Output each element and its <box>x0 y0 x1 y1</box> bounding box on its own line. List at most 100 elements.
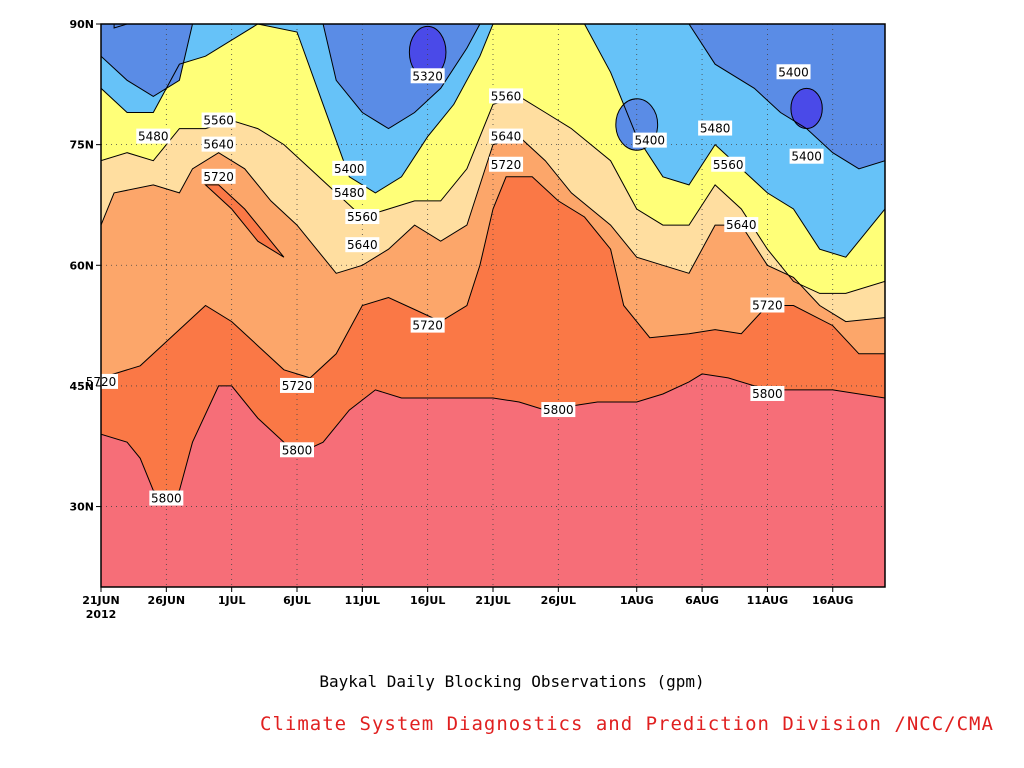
x-tick-label-2: 1JUL <box>218 594 246 607</box>
y-tick-label-3: 75N <box>69 139 94 152</box>
contour-label-text-19: 5480 <box>700 122 731 136</box>
contour-label-text-21: 5640 <box>726 218 757 232</box>
contour-label-text-9: 5800 <box>151 492 182 506</box>
y-axis: 30N 45N 60N 75N 90N <box>69 18 101 514</box>
contour-label-22: 5720 <box>750 297 785 313</box>
x-tick-label-4: 11JUL <box>345 594 380 607</box>
contour-label-1: 5400 <box>332 160 367 176</box>
chart-title: Baykal Daily Blocking Observations (gpm) <box>319 672 705 691</box>
contour-label-text-5: 5720 <box>412 319 443 333</box>
contour-line-5320-8 <box>113 24 128 29</box>
contour-label-text-17: 5800 <box>543 403 574 417</box>
contour-label-text-4: 5640 <box>347 238 378 252</box>
contour-label-bg-19 <box>698 120 733 136</box>
contour-label-8: 5800 <box>280 442 314 458</box>
contour-label-bg-16 <box>489 156 524 172</box>
contour-label-bg-15 <box>489 128 524 144</box>
contour-label-text-11: 5560 <box>203 114 234 128</box>
contour-label-21: 5640 <box>724 217 759 233</box>
x-tick-label-6: 21JUL <box>475 594 510 607</box>
contour-label-0: 5320 <box>410 68 445 84</box>
x-tick-label-3: 6JUL <box>283 594 311 607</box>
x-tick-label-8: 1AUG <box>620 594 654 607</box>
contour-label-text-13: 5720 <box>203 170 234 184</box>
contour-label-bg-25 <box>789 148 824 164</box>
contour-label-bg-13 <box>201 168 236 184</box>
x-tick-label-1: 26JUN <box>148 594 186 607</box>
contour-line-5720-1 <box>101 176 885 379</box>
contour-label-bg-3 <box>345 209 380 225</box>
contour-label-bg-1 <box>332 160 367 176</box>
contour-label-text-3: 5560 <box>347 210 378 224</box>
contour-label-18: 5400 <box>632 132 667 148</box>
contour-label-text-10: 5480 <box>138 130 169 144</box>
contour-label-text-24: 5400 <box>778 65 809 79</box>
contour-label-bg-21 <box>724 217 759 233</box>
band-above-5800 <box>101 373 885 587</box>
x-tick-label-5: 16JUL <box>410 594 445 607</box>
contour-label-20: 5560 <box>711 156 746 172</box>
contour-label-bg-2 <box>332 184 367 200</box>
contour-label-24: 5400 <box>776 64 811 80</box>
x-tick-label-11: 16AUG <box>812 594 853 607</box>
contour-label-bg-17 <box>541 402 576 418</box>
x-tick-label-0: 21JUN <box>82 594 120 607</box>
band-5320-5400-2 <box>689 24 885 169</box>
contour-label-bg-9 <box>149 490 184 506</box>
contour-label-19: 5480 <box>698 120 733 136</box>
contour-label-bg-20 <box>711 156 746 172</box>
cell-5720-5800-jul <box>204 184 285 258</box>
credit-line: Climate System Diagnostics and Predictio… <box>260 713 994 735</box>
contour-label-15: 5640 <box>489 128 524 144</box>
contour-label-7: 5720 <box>280 377 314 393</box>
contour-label-text-0: 5320 <box>412 69 443 83</box>
contour-label-text-22: 5720 <box>752 299 783 313</box>
contour-label-text-7: 5720 <box>282 379 313 393</box>
contour-label-bg-11 <box>201 112 236 128</box>
contour-label-text-20: 5560 <box>713 158 744 172</box>
band-5320-5400-0 <box>101 24 193 97</box>
contour-label-text-16: 5720 <box>491 158 522 172</box>
y-tick-label-0: 30N <box>69 501 94 514</box>
x-axis: 21JUN 26JUN 1JUL 6JUL 11JUL 16JUL 21JUL 26JUL 1A… <box>82 587 853 621</box>
contour-label-5: 5720 <box>410 317 445 333</box>
contour-label-25: 5400 <box>789 148 824 164</box>
contour-label-bg-10 <box>136 128 171 144</box>
contour-label-10: 5480 <box>136 128 171 144</box>
x-year-label: 2012 <box>86 608 117 621</box>
contour-label-text-14: 5560 <box>491 89 522 103</box>
x-tick-label-7: 26JUL <box>541 594 576 607</box>
band-5400-5480 <box>101 24 885 258</box>
contour-line-5400-6 <box>322 24 481 130</box>
contour-line-5800-0 <box>101 373 885 496</box>
contour-line-5400-7 <box>688 24 885 170</box>
contour-label-17: 5800 <box>541 402 576 418</box>
y-tick-label-2: 60N <box>69 259 94 272</box>
y-tick-label-1: 45N <box>69 380 94 393</box>
contour-label-bg-24 <box>776 64 811 80</box>
contour-label-bg-4 <box>345 237 380 253</box>
contour-label-23: 5800 <box>750 385 785 401</box>
contour-label-text-12: 5640 <box>203 138 234 152</box>
contour-label-14: 5560 <box>489 88 524 104</box>
contour-label-text-23: 5800 <box>752 387 783 401</box>
x-tick-label-9: 6AUG <box>685 594 719 607</box>
contour-label-text-8: 5800 <box>282 443 313 457</box>
contour-label-text-18: 5400 <box>635 134 666 148</box>
contour-label-bg-23 <box>750 385 785 401</box>
contour-labels: 5320 5400 5480 5560 5640 5720 5720 5720 5800 5800… <box>84 64 824 506</box>
contour-line-5400-5 <box>101 24 193 97</box>
x-tick-label-10: 11AUG <box>747 594 788 607</box>
contour-label-bg-12 <box>201 136 236 152</box>
contour-label-text-2: 5480 <box>334 186 365 200</box>
contour-lines <box>101 24 885 496</box>
contour-label-12: 5640 <box>201 136 236 152</box>
contour-label-text-15: 5640 <box>491 130 522 144</box>
contour-label-bg-5 <box>410 317 445 333</box>
contour-label-bg-18 <box>632 132 667 148</box>
contour-label-16: 5720 <box>489 156 524 172</box>
contour-label-3: 5560 <box>345 209 380 225</box>
contour-label-2: 5480 <box>332 184 367 200</box>
contour-label-9: 5800 <box>149 490 184 506</box>
